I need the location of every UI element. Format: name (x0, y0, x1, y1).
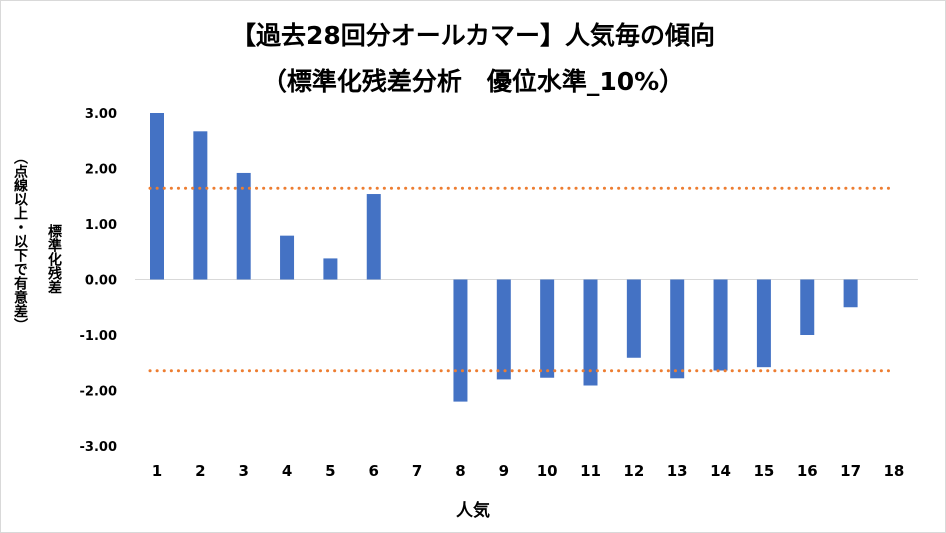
x-tick-label: 12 (623, 462, 644, 480)
x-tick-label: 8 (455, 462, 465, 480)
bar (453, 279, 468, 402)
x-tick-label: 2 (195, 462, 205, 480)
x-tick-label: 14 (710, 462, 731, 480)
x-tick-label: 10 (537, 462, 558, 480)
x-axis-label: 人気 (456, 501, 490, 521)
x-tick-label: 11 (580, 462, 601, 480)
bar (323, 258, 338, 280)
bar (366, 194, 381, 280)
bar (843, 279, 858, 308)
y-axis-label: 標準化残差 (46, 224, 62, 294)
bar (236, 172, 251, 280)
bar (626, 279, 641, 358)
y-tick-label: 3.00 (85, 107, 117, 122)
y-tick-label: -3.00 (80, 440, 117, 455)
y-tick-label: 0.00 (85, 274, 117, 289)
x-tick-label: 16 (797, 462, 818, 480)
bar (280, 235, 295, 280)
y-tick-label: 1.00 (85, 218, 117, 233)
chart-title: 【過去28回分オールカマー】人気毎の傾向 (230, 21, 716, 50)
x-tick-label: 6 (369, 462, 379, 480)
bar (150, 113, 164, 280)
bar (756, 279, 771, 368)
bar (193, 131, 208, 280)
y-tick-label: 2.00 (85, 163, 117, 178)
x-tick-label: 17 (840, 462, 861, 480)
x-tick-label: 7 (412, 462, 422, 480)
x-tick-label: 3 (238, 462, 248, 480)
bar (540, 279, 555, 378)
x-tick-label: 13 (667, 462, 688, 480)
chart-subtitle: （標準化残差分析 優位水準_10%） (261, 67, 685, 96)
y-tick-label: -1.00 (80, 329, 117, 344)
x-tick-label: 9 (499, 462, 509, 480)
x-tick-label: 1 (152, 462, 162, 480)
x-tick-label: 5 (325, 462, 335, 480)
x-tick-label: 15 (753, 462, 774, 480)
x-tick-label: 4 (282, 462, 292, 480)
y-tick-label: -2.00 (80, 385, 117, 400)
x-tick-label: 18 (884, 462, 905, 480)
y-axis-note: （点線以上・以下で有意差） (12, 150, 28, 332)
bar (800, 279, 815, 335)
bar (713, 279, 728, 371)
bar (583, 279, 598, 386)
bar (496, 279, 511, 380)
bar (670, 279, 685, 379)
